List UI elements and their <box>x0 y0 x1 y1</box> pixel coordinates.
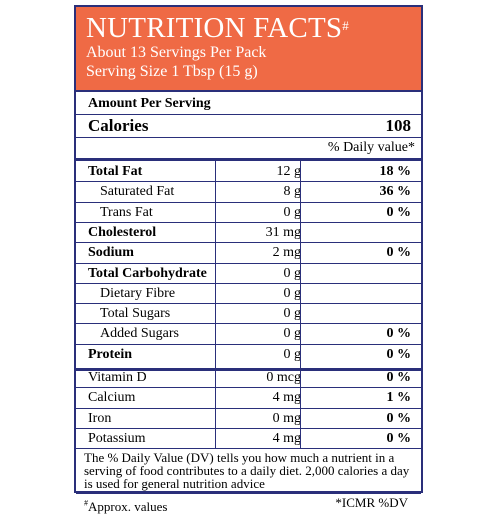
nutrient-name: Dietary Fibre <box>100 285 176 301</box>
nutrient-name: Total Sugars <box>100 306 171 322</box>
nutrient-daily-value: 1 % <box>386 390 412 406</box>
footer-left: #Approx. values <box>84 498 168 514</box>
column-divider-name <box>215 159 216 449</box>
panel-header: NUTRITION FACTS# About 13 Servings Per P… <box>76 7 421 92</box>
thick-divider <box>76 158 421 161</box>
serving-size: Serving Size 1 Tbsp (15 g) <box>86 63 258 80</box>
nutrient-daily-value: 0 % <box>386 346 412 362</box>
nutrient-daily-value: 0 % <box>386 326 412 342</box>
nutrient-name: Sodium <box>88 245 134 261</box>
nutrient-amount: 31 mg <box>265 224 301 240</box>
divider <box>76 448 421 450</box>
nutrient-amount: 4 mg <box>272 430 301 446</box>
nutrient-daily-value: 0 % <box>386 410 412 426</box>
nutrient-daily-value: 0 % <box>386 430 412 446</box>
nutrient-daily-value: 36 % <box>379 184 412 200</box>
divider <box>76 242 421 244</box>
nutrient-daily-value: 18 % <box>379 164 412 179</box>
dv-header: % Daily value* <box>327 140 415 155</box>
divider <box>76 323 421 325</box>
nutrient-amount: 0 g <box>283 346 302 362</box>
column-divider-amount <box>300 159 301 449</box>
divider <box>76 181 421 183</box>
nutrient-name: Iron <box>88 410 112 426</box>
divider <box>76 137 421 138</box>
nutrient-name: Saturated Fat <box>100 184 175 200</box>
divider <box>76 427 421 429</box>
footer-left-text: Approx. values <box>88 498 168 514</box>
footer-right: *ICMR %DV <box>335 495 408 511</box>
amount-per-serving-label: Amount Per Serving <box>88 96 211 111</box>
servings-per-pack: About 13 Servings Per Pack <box>86 44 267 61</box>
nutrition-facts-panel: NUTRITION FACTS# About 13 Servings Per P… <box>74 5 423 514</box>
thick-divider <box>76 368 421 371</box>
nutrient-amount: 0 mcg <box>266 370 301 385</box>
title-mark: # <box>342 18 349 33</box>
dv-footnote: The % Daily Value (DV) tells you how muc… <box>84 450 410 492</box>
nutrient-daily-value: 0 % <box>386 245 412 261</box>
divider <box>76 303 421 305</box>
nutrient-name: Potassium <box>88 430 146 446</box>
divider <box>76 114 421 115</box>
nutrient-amount: 0 g <box>283 285 302 301</box>
nutrient-daily-value: 0 % <box>386 204 412 220</box>
divider <box>76 201 421 203</box>
title-text: NUTRITION FACTS <box>86 12 343 44</box>
nutrient-amount: 12 g <box>276 164 302 179</box>
calories-value: 108 <box>385 116 412 135</box>
divider <box>76 262 421 264</box>
divider <box>76 387 421 389</box>
nutrient-amount: 0 g <box>283 204 302 220</box>
panel-title: NUTRITION FACTS# <box>86 13 411 43</box>
nutrient-amount: 0 g <box>283 306 302 322</box>
nutrient-amount: 0 g <box>283 265 302 281</box>
divider <box>76 221 421 223</box>
nutrient-name: Total Carbohydrate <box>88 265 207 281</box>
nutrient-name: Calcium <box>88 390 136 406</box>
divider <box>76 343 421 345</box>
nutrient-amount: 0 g <box>283 326 302 342</box>
nutrient-name: Vitamin D <box>88 370 147 385</box>
nutrient-amount: 2 mg <box>272 245 301 261</box>
footer-row: #Approx. values *ICMR %DV <box>84 495 416 514</box>
nutrient-amount: 0 mg <box>272 410 301 426</box>
nutrient-name: Trans Fat <box>100 204 153 220</box>
nutrient-name: Total Fat <box>88 164 143 179</box>
nutrient-name: Added Sugars <box>100 326 179 342</box>
divider <box>76 493 421 495</box>
divider <box>76 282 421 284</box>
nutrient-name: Cholesterol <box>88 224 157 240</box>
calories-label: Calories <box>88 116 149 135</box>
nutrient-name: Protein <box>88 346 133 362</box>
nutrient-amount: 8 g <box>283 184 302 200</box>
divider <box>76 407 421 409</box>
nutrient-daily-value: 0 % <box>386 370 412 385</box>
nutrient-amount: 4 mg <box>272 390 301 406</box>
